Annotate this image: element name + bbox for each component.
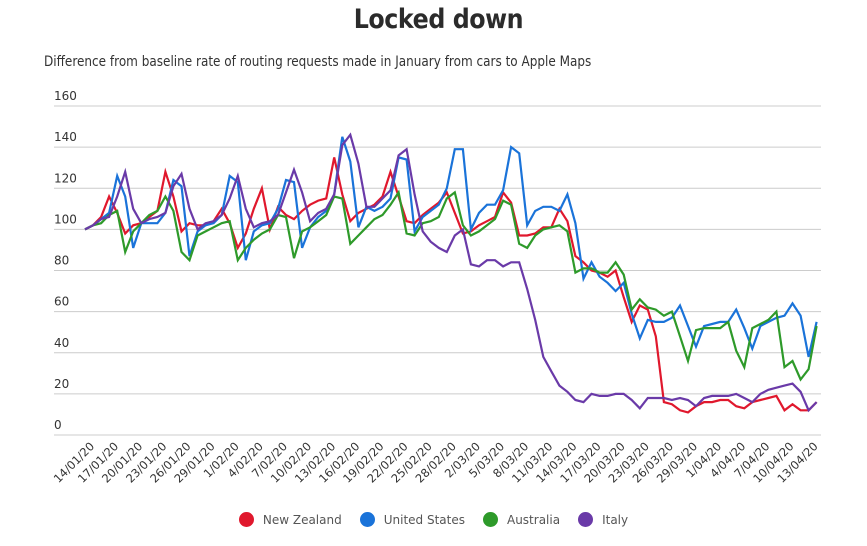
y-tick-label: 140 xyxy=(54,130,77,144)
gridlines xyxy=(54,105,821,436)
y-tick-label: 0 xyxy=(54,418,62,432)
legend-item-new-zealand[interactable]: New Zealand xyxy=(238,512,342,527)
legend-item-australia[interactable]: Australia xyxy=(482,512,561,527)
chart-subtitle: Difference from baseline rate of routing… xyxy=(44,54,592,70)
series-lines xyxy=(84,132,818,414)
series-line-united-states[interactable] xyxy=(84,136,818,358)
y-tick-label: 20 xyxy=(54,377,69,391)
legend: New Zealand United States Australia Italy xyxy=(0,512,867,527)
legend-item-united-states[interactable]: United States xyxy=(359,512,465,527)
x-axis-ticks: 14/01/2017/01/2020/01/2023/01/2026/01/20… xyxy=(51,439,821,485)
legend-swatch-icon xyxy=(482,512,498,527)
series-line-italy[interactable] xyxy=(84,132,818,413)
legend-label: United States xyxy=(383,512,465,527)
legend-swatch-icon xyxy=(578,512,594,527)
y-tick-label: 100 xyxy=(54,212,77,226)
y-tick-label: 120 xyxy=(54,171,77,185)
legend-label: Australia xyxy=(506,512,561,527)
chart-title: Locked down xyxy=(353,4,524,35)
legend-label: New Zealand xyxy=(262,512,342,527)
legend-item-italy[interactable]: Italy xyxy=(578,512,628,527)
y-tick-label: 60 xyxy=(54,295,69,309)
legend-swatch-icon xyxy=(238,512,254,527)
y-tick-label: 160 xyxy=(54,89,77,103)
legend-label: Italy xyxy=(602,512,629,527)
legend-swatch-icon xyxy=(359,512,375,527)
y-tick-label: 40 xyxy=(54,336,69,350)
series-line-australia[interactable] xyxy=(84,189,818,382)
y-axis-ticks: 0 20 40 60 80 100 120 140 160 xyxy=(54,89,77,432)
y-tick-label: 80 xyxy=(54,254,69,268)
